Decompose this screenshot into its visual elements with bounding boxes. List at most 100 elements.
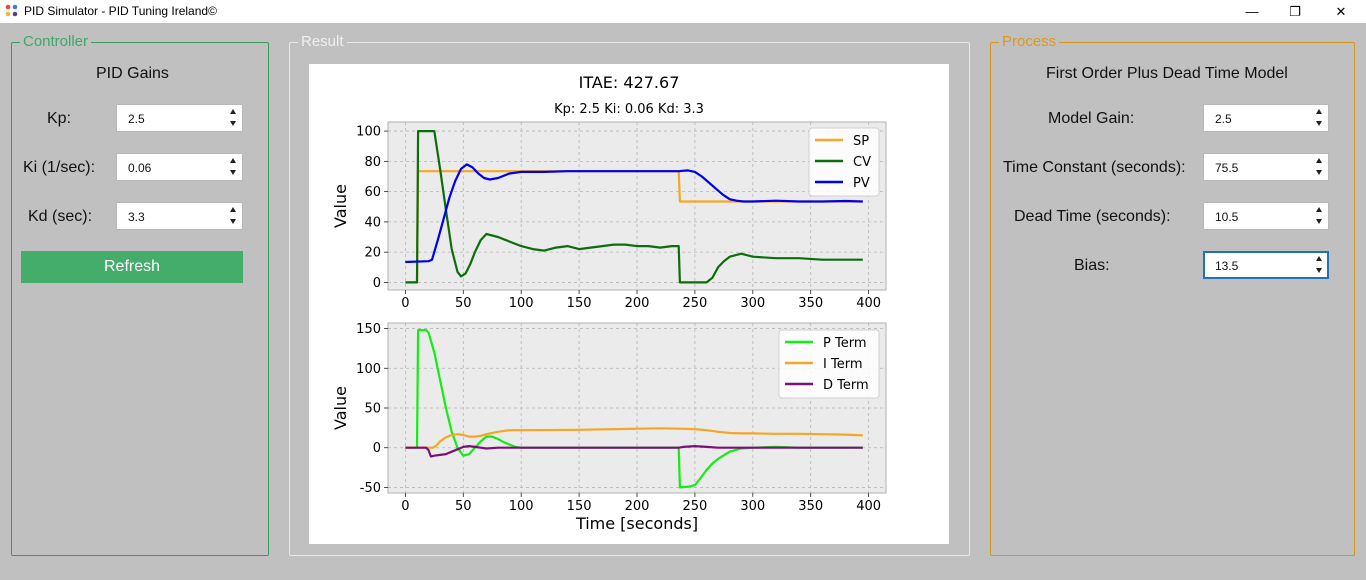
plots-svg: 0 50 100 150 200 250 300 350 400 0 20 40 60 80 100 Valu… [331,73,887,533]
spin-down-icon[interactable] [230,121,236,126]
dead-time-value: 10.5 [1215,210,1239,224]
x-tick-label: 400 [856,296,881,311]
legend-label: I Term [823,357,862,372]
result-group-title: Result [298,33,347,51]
model-gain-value: 2.5 [1215,112,1232,126]
spin-down-icon[interactable] [1316,121,1322,126]
minimize-button[interactable]: — [1245,4,1259,19]
time-constant-label: Time Constant (seconds): [1003,159,1186,176]
legend-label: CV [853,155,871,170]
y-tick-label: 0 [373,276,381,291]
ki-value: 0.06 [128,161,152,175]
series-line-i-term [405,427,863,449]
spin-up-icon[interactable] [1316,109,1322,114]
spin-up-icon[interactable] [230,158,236,163]
ki-spinbox[interactable]: 0.06 [116,153,243,181]
x-tick-label: 150 [567,499,592,514]
model-gain-label: Model Gain: [1048,110,1135,127]
y-tick-label: 150 [356,322,381,337]
x-tick-label: 150 [567,296,592,311]
x-axis-label: Time [seconds] [575,514,698,533]
series-line-cv [405,129,863,284]
chart-subtitle: Kp: 2.5 Ki: 0.06 Kd: 3.3 [554,102,704,117]
result-group: Result [289,33,970,556]
x-tick-label: 50 [455,499,472,514]
x-tick-label: 350 [798,296,823,311]
x-tick-label: 300 [740,499,765,514]
plot-canvas: 0 50 100 150 200 250 300 350 400 0 20 40 60 80 100 Valu… [309,64,949,544]
spin-down-icon[interactable] [1316,219,1322,224]
kd-label: Kd (sec): [28,208,93,225]
spin-down-icon[interactable] [230,219,236,224]
spin-up-icon[interactable] [1316,158,1322,163]
legend-label: SP [853,134,869,149]
kp-label: Kp: [47,110,72,127]
x-tick-label: 250 [682,499,707,514]
chart-2: 0 50 100 150 200 250 300 350 400 -50 0 50 100 150 Valu… [331,322,887,533]
refresh-button[interactable]: Refresh [21,251,243,283]
y-tick-label: 100 [356,362,381,377]
chart-title: ITAE: 427.67 [579,73,680,92]
spin-up-icon[interactable] [230,207,236,212]
chart-legend: P Term I Term D Term [778,329,880,399]
y-axis-label: Value [331,386,350,430]
x-tick-label: 250 [682,296,707,311]
pid-gains-heading: PID Gains [96,65,169,82]
x-tick-label: 400 [856,499,881,514]
spin-up-icon[interactable] [1316,207,1322,212]
x-tick-label: 200 [625,499,650,514]
x-tick-label: 0 [401,499,409,514]
process-group: Process [990,33,1355,556]
title-bar: PID Simulator - PID Tuning Ireland© — ❐ … [0,0,1366,23]
legend-label: D Term [823,378,869,393]
x-tick-label: 200 [625,296,650,311]
series-line-pv [405,163,863,264]
fopdt-heading: First Order Plus Dead Time Model [1046,65,1288,82]
window-title: PID Simulator - PID Tuning Ireland© [24,4,217,18]
spin-down-icon[interactable] [230,170,236,175]
close-button[interactable]: ✕ [1335,3,1347,19]
legend-box [778,329,880,399]
x-tick-label: 50 [455,296,472,311]
legend-box [808,127,880,197]
y-tick-label: 20 [364,246,381,261]
x-tick-label: 0 [401,296,409,311]
y-tick-label: 0 [373,441,381,456]
x-tick-label: 300 [740,296,765,311]
x-tick-label: 100 [509,499,534,514]
app-icon [5,4,18,17]
spin-up-icon[interactable] [1316,256,1322,261]
kp-value: 2.5 [128,112,145,126]
spin-down-icon[interactable] [1316,170,1322,175]
y-tick-label: 100 [356,125,381,140]
legend-label: PV [853,176,870,191]
model-gain-spinbox[interactable]: 2.5 [1203,104,1329,132]
time-constant-value: 75.5 [1215,161,1239,175]
x-tick-label: 100 [509,296,534,311]
y-tick-label: 50 [364,402,381,417]
kd-value: 3.3 [128,210,145,224]
series-line-d-term [405,445,863,458]
y-tick-label: 80 [364,155,381,170]
controller-group: Controller [11,33,269,556]
dead-time-label: Dead Time (seconds): [1014,208,1171,225]
controller-group-title: Controller [20,33,92,51]
y-tick-label: -50 [360,481,381,496]
y-axis-label: Value [331,184,350,228]
restore-button[interactable]: ❐ [1289,3,1301,19]
kd-spinbox[interactable]: 3.3 [116,202,243,230]
dead-time-spinbox[interactable]: 10.5 [1203,202,1329,230]
bias-value: 13.5 [1215,259,1239,273]
spin-down-icon[interactable] [1316,268,1322,273]
bias-label: Bias: [1074,257,1110,274]
spin-up-icon[interactable] [230,109,236,114]
x-tick-label: 350 [798,499,823,514]
ki-label: Ki (1/sec): [23,159,96,176]
chart-1: 0 50 100 150 200 250 300 350 400 0 20 40 60 80 100 Valu… [331,73,887,311]
time-constant-spinbox[interactable]: 75.5 [1203,153,1329,181]
bias-spinbox[interactable]: 13.5 [1203,251,1329,279]
y-tick-label: 60 [364,185,381,200]
kp-spinbox[interactable]: 2.5 [116,104,243,132]
y-tick-label: 40 [364,215,381,230]
chart-legend: SP CV PV [808,127,880,197]
